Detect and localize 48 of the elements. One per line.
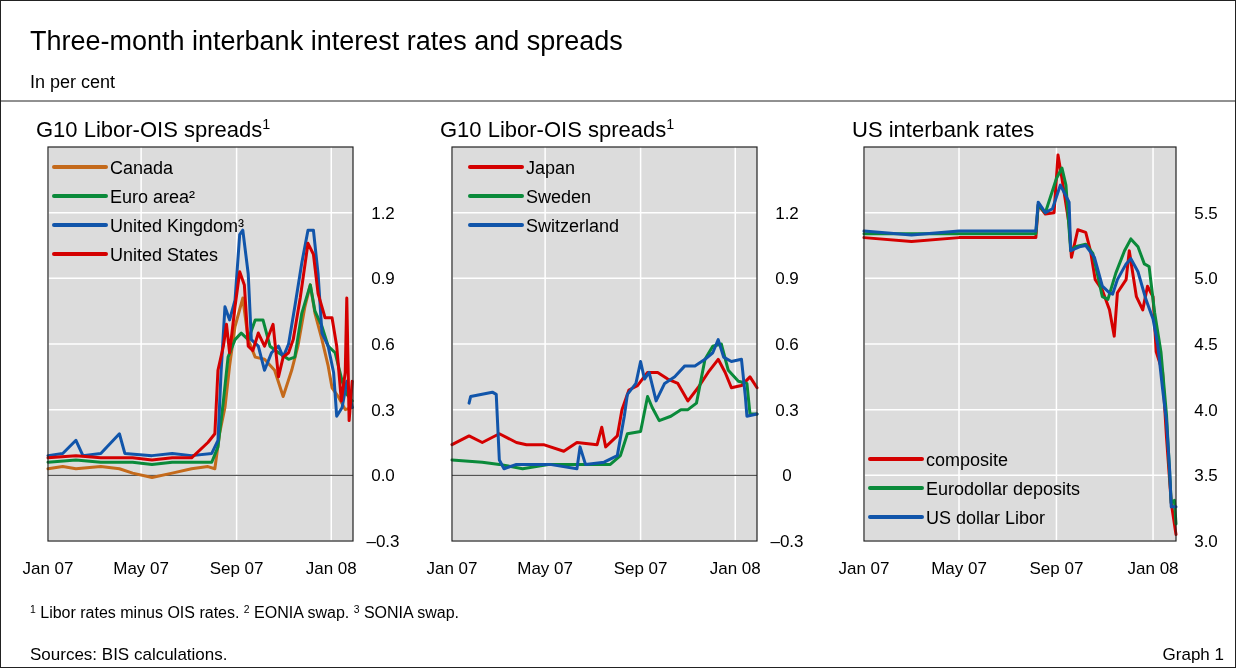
y-tick-label: 1.2 <box>775 203 799 223</box>
legend-label: composite <box>926 450 1009 470</box>
chart-title: G10 Libor-OIS spreads$^{1}$ <box>440 116 675 142</box>
y-tick-label: 3.5 <box>1194 466 1218 486</box>
legend-label: Euro area² <box>110 187 196 207</box>
x-tick-label: Jan 08 <box>305 559 357 578</box>
x-tick-label: May 07 <box>113 559 169 578</box>
x-tick-label: Sep 07 <box>209 559 264 578</box>
y-tick-label: 0.3 <box>371 400 395 420</box>
y-tick-label: 0.9 <box>371 269 395 289</box>
legend-label: United Kingdom³ <box>110 216 245 236</box>
y-tick-label: 0.3 <box>775 400 799 420</box>
legend-label: Eurodollar deposits <box>926 479 1081 499</box>
y-tick-label: 0.9 <box>775 269 799 289</box>
legend-label: Switzerland <box>526 216 620 236</box>
y-tick-label: 5.0 <box>1194 269 1218 289</box>
y-tick-label: –0.3 <box>366 532 400 551</box>
x-tick-label: May 07 <box>517 559 573 578</box>
source-note: Sources: BIS calculations. <box>30 645 228 664</box>
text: In per cent <box>30 72 116 92</box>
x-tick-label: Sep 07 <box>1029 559 1084 578</box>
x-tick-label: Jan 08 <box>709 559 761 578</box>
legend-label: United States <box>110 245 219 265</box>
y-tick-label: 5.5 <box>1194 203 1218 223</box>
x-tick-label: Jan 07 <box>22 559 74 578</box>
y-tick-label: 0.6 <box>371 335 395 354</box>
x-tick-label: May 07 <box>931 559 987 578</box>
y-tick-label: 4.5 <box>1194 335 1218 354</box>
text: Three-month interbank interest rates and spreads <box>30 26 623 56</box>
legend-label: Japan <box>526 158 576 178</box>
legend-label: US dollar Libor <box>926 508 1046 528</box>
legend-label: Sweden <box>526 187 592 207</box>
y-tick-label: 0 <box>782 466 792 486</box>
x-tick-label: Jan 07 <box>838 559 890 578</box>
legend-label: Canada <box>110 158 175 178</box>
y-tick-label: 0.6 <box>775 335 799 354</box>
x-tick-label: Jan 07 <box>426 559 478 578</box>
y-tick-label: 3.0 <box>1194 532 1218 551</box>
chart-title: US interbank rates <box>852 117 1035 142</box>
chart-title: G10 Libor-OIS spreads$^{1}$ <box>36 116 271 142</box>
y-tick-label: 0.0 <box>371 466 395 486</box>
y-tick-label: 1.2 <box>371 203 395 223</box>
y-tick-label: 4.0 <box>1194 400 1218 420</box>
x-tick-label: Jan 08 <box>1127 559 1179 578</box>
text: $^{1}$ Libor rates minus OIS rates. $^{2}$ EONIA swap. $^{3}$ SONIA swap. <box>30 603 460 621</box>
caption: Graph 1 <box>1162 645 1224 664</box>
x-tick-label: Sep 07 <box>613 559 668 578</box>
y-tick-label: –0.3 <box>770 532 804 551</box>
